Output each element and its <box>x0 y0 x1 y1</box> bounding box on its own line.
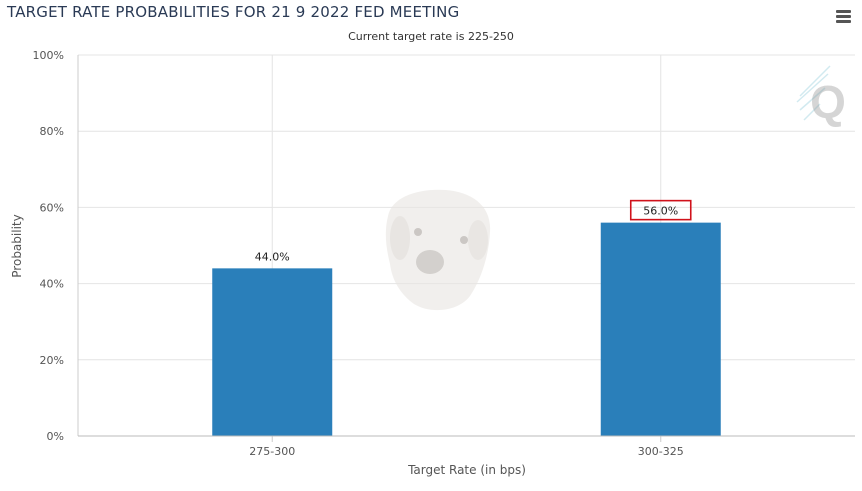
x-tick-label: 275-300 <box>249 445 295 458</box>
data-labels: 44.0% 56.0% <box>255 199 692 263</box>
y-tick-label: 20% <box>40 354 64 367</box>
watermark-letter: Q <box>810 76 846 128</box>
highlight-box <box>629 199 692 221</box>
bars <box>212 222 721 436</box>
axes: 0% 20% 40% 60% 80% 100% 275-300 300-325 <box>33 49 855 458</box>
y-tick-label: 40% <box>40 278 64 291</box>
y-tick-label: 80% <box>40 125 64 138</box>
chart-title: TARGET RATE PROBABILITIES FOR 21 9 2022 … <box>7 3 460 21</box>
y-tick-label: 100% <box>33 49 64 62</box>
bar-300-325[interactable] <box>600 222 721 436</box>
hamburger-menu-icon[interactable] <box>836 10 851 24</box>
x-tick-label: 300-325 <box>638 445 684 458</box>
data-label: 56.0% <box>643 205 678 218</box>
x-axis-title: Target Rate (in bps) <box>407 463 526 477</box>
y-axis-title: Probability <box>10 214 24 277</box>
dog-photo-watermark <box>385 189 491 311</box>
bar-275-300[interactable] <box>212 268 333 436</box>
y-tick-label: 0% <box>47 430 64 443</box>
y-tick-label: 60% <box>40 201 64 214</box>
watermark-logo: Q <box>796 65 846 128</box>
chart-subtitle: Current target rate is 225-250 <box>348 30 514 43</box>
data-label: 44.0% <box>255 250 290 263</box>
